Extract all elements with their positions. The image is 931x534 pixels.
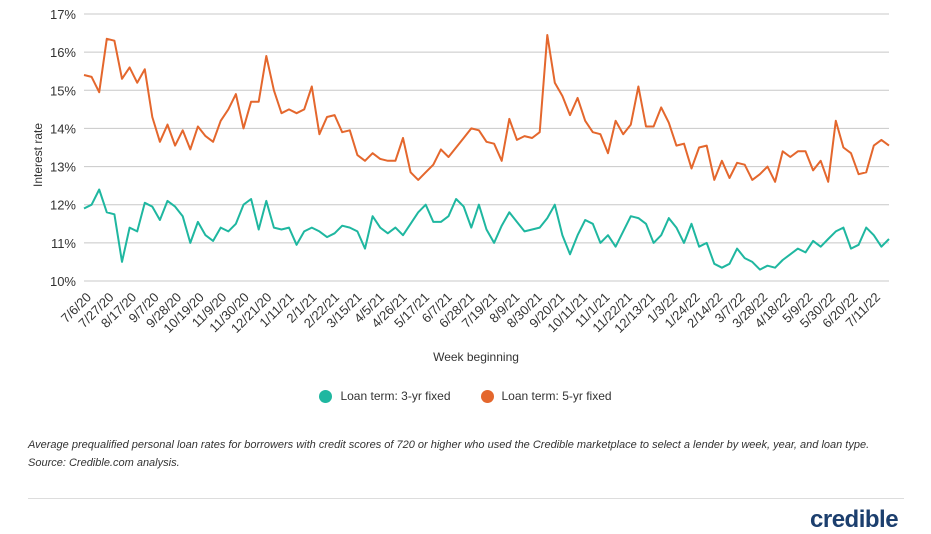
series-line-3yr xyxy=(83,188,890,271)
legend-label-3yr: Loan term: 3-yr fixed xyxy=(340,389,451,403)
credible-logo: credible xyxy=(810,506,899,533)
x-axis-ticks: 7/6/207/27/208/17/209/7/209/28/2010/19/2… xyxy=(58,290,883,336)
chart-caption: Average prequalified personal loan rates… xyxy=(28,439,870,469)
y-tick-label: 10% xyxy=(50,274,76,289)
divider xyxy=(28,498,904,499)
y-tick-label: 13% xyxy=(50,160,76,175)
y-tick-label: 12% xyxy=(50,198,76,213)
y-tick-label: 16% xyxy=(50,45,76,60)
series-lines xyxy=(83,34,890,271)
x-axis-title: Week beginning xyxy=(433,350,519,364)
y-tick-label: 15% xyxy=(50,83,76,98)
y-tick-label: 17% xyxy=(50,7,76,22)
legend-item-5yr: Loan term: 5-yr fixed xyxy=(480,389,612,403)
legend-item-3yr: Loan term: 3-yr fixed xyxy=(319,389,451,403)
legend-swatch-3yr xyxy=(319,389,333,403)
y-axis-ticks: 10% 11% 12% 13% 14% 15% 16% 17% xyxy=(50,7,76,289)
line-chart: 10% 11% 12% 13% 14% 15% 16% 17% 7/6/207/27/208/… xyxy=(31,7,890,364)
grid-lines xyxy=(84,13,889,282)
legend-label-5yr: Loan term: 5-yr fixed xyxy=(501,389,612,403)
legend-swatch-5yr xyxy=(480,389,494,403)
y-tick-label: 11% xyxy=(51,236,76,251)
y-tick-label: 14% xyxy=(50,121,76,136)
legend: Loan term: 3-yr fixed Loan term: 5-yr fi… xyxy=(0,389,931,403)
y-axis-title: Interest rate xyxy=(31,123,45,187)
series-line-5yr xyxy=(83,34,890,183)
